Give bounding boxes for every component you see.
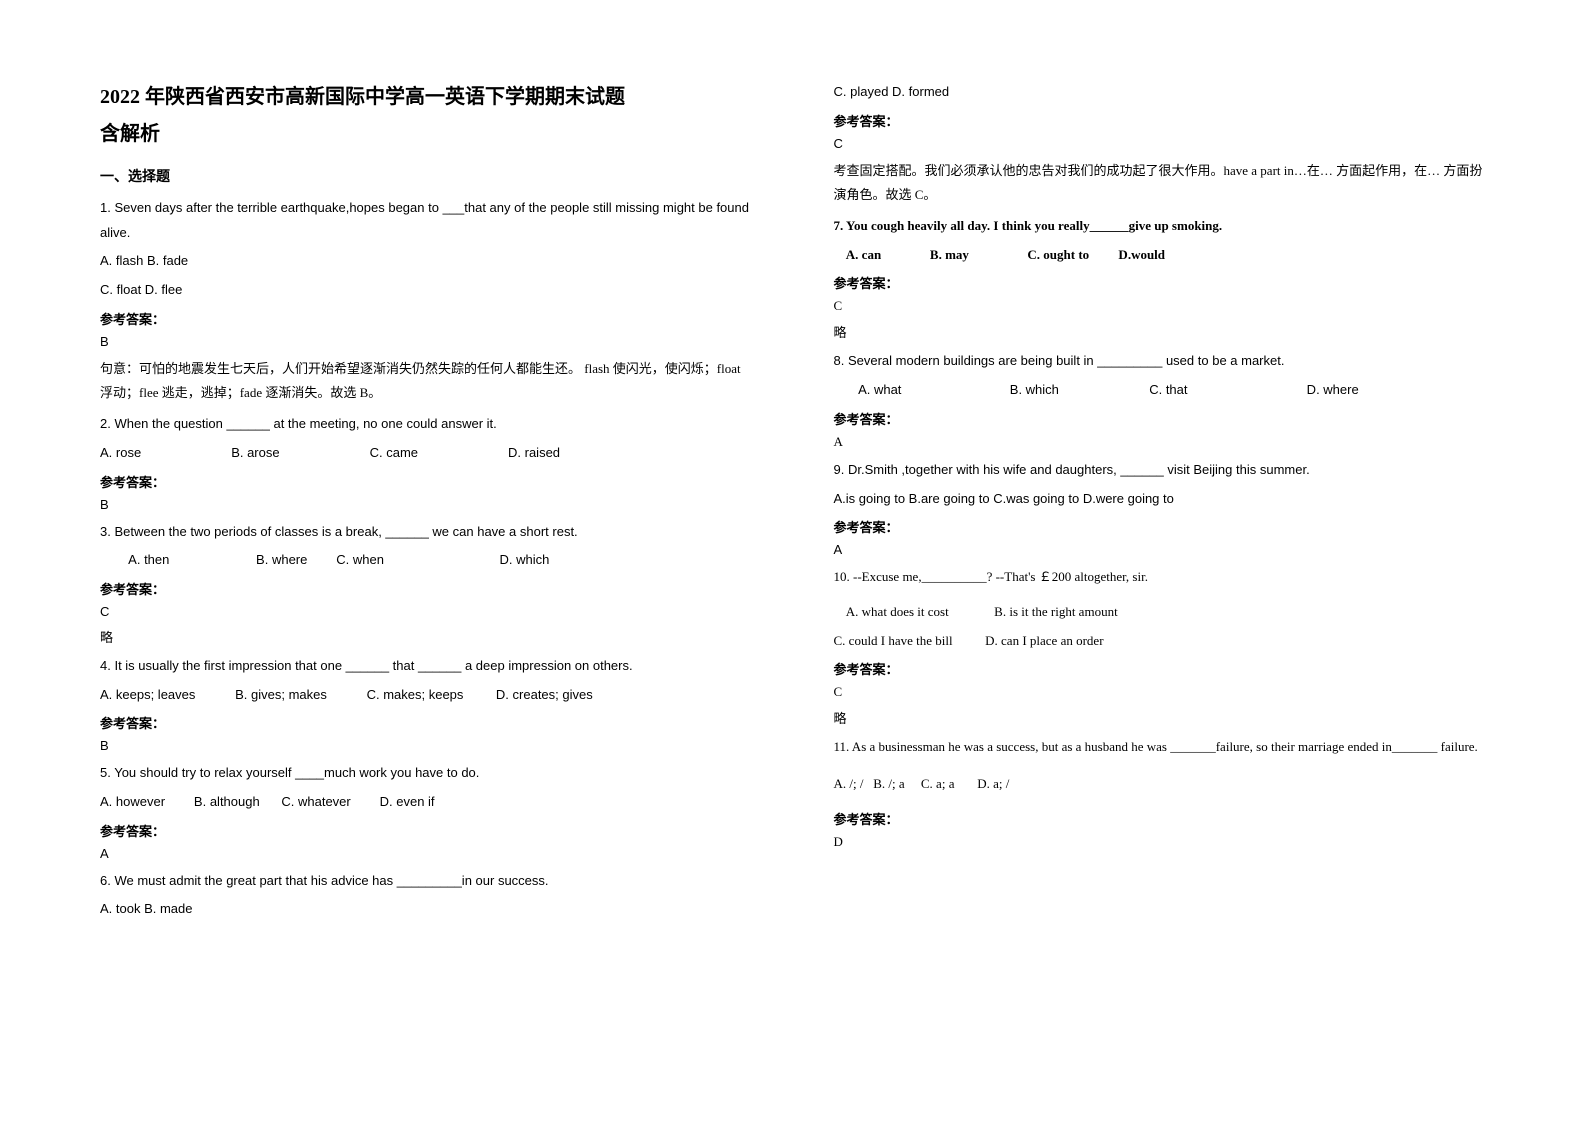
page-title-line2: 含解析 [100, 117, 754, 146]
q2-optB: B. arose [231, 441, 279, 466]
q2-optA: A. rose [100, 441, 141, 466]
q10-options-ab: A. what does it cost B. is it the right … [834, 600, 1488, 625]
q7-options: A. can B. may C. ought to D.would [834, 243, 1488, 268]
answer-label: 参考答案： [100, 713, 754, 732]
q1-answer: B [100, 334, 754, 349]
q6-options-cd: C. played D. formed [834, 80, 1488, 105]
right-column: C. played D. formed 参考答案： C 考查固定搭配。我们必须承… [794, 80, 1488, 1082]
section-heading: 一、选择题 [100, 166, 754, 186]
q7-answer: C [834, 298, 1488, 314]
answer-label: 参考答案： [834, 273, 1488, 292]
q4-answer: B [100, 738, 754, 753]
q3-answer: C [100, 604, 754, 619]
q11-answer: D [834, 834, 1488, 850]
q6-options-ab: A. took B. made [100, 897, 754, 922]
q11-options: A. /; / B. /; a C. a; a D. a; / [834, 772, 1488, 797]
q2-options: A. rose B. arose C. came D. raised [100, 441, 754, 466]
q2-optD: D. raised [508, 441, 560, 466]
q9-stem: 9. Dr.Smith ,together with his wife and … [834, 458, 1488, 483]
q5-stem: 5. You should try to relax yourself ____… [100, 761, 754, 786]
q6-explanation: 考查固定搭配。我们必须承认他的忠告对我们的成功起了很大作用。have a par… [834, 159, 1488, 208]
q6-stem: 6. We must admit the great part that his… [100, 869, 754, 894]
q11-stem: 11. As a businessman he was a success, b… [834, 735, 1488, 760]
q5-answer: A [100, 846, 754, 861]
q1-explanation: 句意：可怕的地震发生七天后，人们开始希望逐渐消失仍然失踪的任何人都能生还。 fl… [100, 357, 754, 406]
answer-label: 参考答案： [100, 579, 754, 598]
q6-answer: C [834, 136, 1488, 151]
q10-stem: 10. --Excuse me,__________? --That's ￡20… [834, 565, 1488, 590]
q5-options: A. however B. although C. whatever D. ev… [100, 790, 754, 815]
answer-label: 参考答案： [834, 517, 1488, 536]
q4-options: A. keeps; leaves B. gives; makes C. make… [100, 683, 754, 708]
q4-stem: 4. It is usually the first impression th… [100, 654, 754, 679]
answer-label: 参考答案： [834, 111, 1488, 130]
q10-brief: 略 [834, 708, 1488, 727]
q9-answer: A [834, 542, 1488, 557]
q2-stem: 2. When the question ______ at the meeti… [100, 412, 754, 437]
answer-label: 参考答案： [100, 821, 754, 840]
left-column: 2022 年陕西省西安市高新国际中学高一英语下学期期末试题 含解析 一、选择题 … [100, 80, 794, 1082]
q8-answer: A [834, 434, 1488, 450]
q8-options: A. what B. which C. that D. where [834, 378, 1488, 403]
answer-label: 参考答案： [834, 659, 1488, 678]
q2-answer: B [100, 497, 754, 512]
q3-brief: 略 [100, 627, 754, 646]
q1-stem: 1. Seven days after the terrible earthqu… [100, 196, 754, 245]
q7-stem: 7. You cough heavily all day. I think yo… [834, 214, 1488, 239]
q3-stem: 3. Between the two periods of classes is… [100, 520, 754, 545]
q3-options: A. then B. where C. when D. which [100, 548, 754, 573]
q1-options-cd: C. float D. flee [100, 278, 754, 303]
answer-label: 参考答案： [100, 309, 754, 328]
page-title-line1: 2022 年陕西省西安市高新国际中学高一英语下学期期末试题 [100, 80, 754, 109]
q10-answer: C [834, 684, 1488, 700]
q1-options-ab: A. flash B. fade [100, 249, 754, 274]
answer-label: 参考答案： [834, 409, 1488, 428]
q7-brief: 略 [834, 322, 1488, 341]
q9-options: A.is going to B.are going to C.was going… [834, 487, 1488, 512]
q2-optC: C. came [370, 441, 418, 466]
answer-label: 参考答案： [100, 472, 754, 491]
q8-stem: 8. Several modern buildings are being bu… [834, 349, 1488, 374]
q10-options-cd: C. could I have the bill D. can I place … [834, 629, 1488, 654]
answer-label: 参考答案： [834, 809, 1488, 828]
